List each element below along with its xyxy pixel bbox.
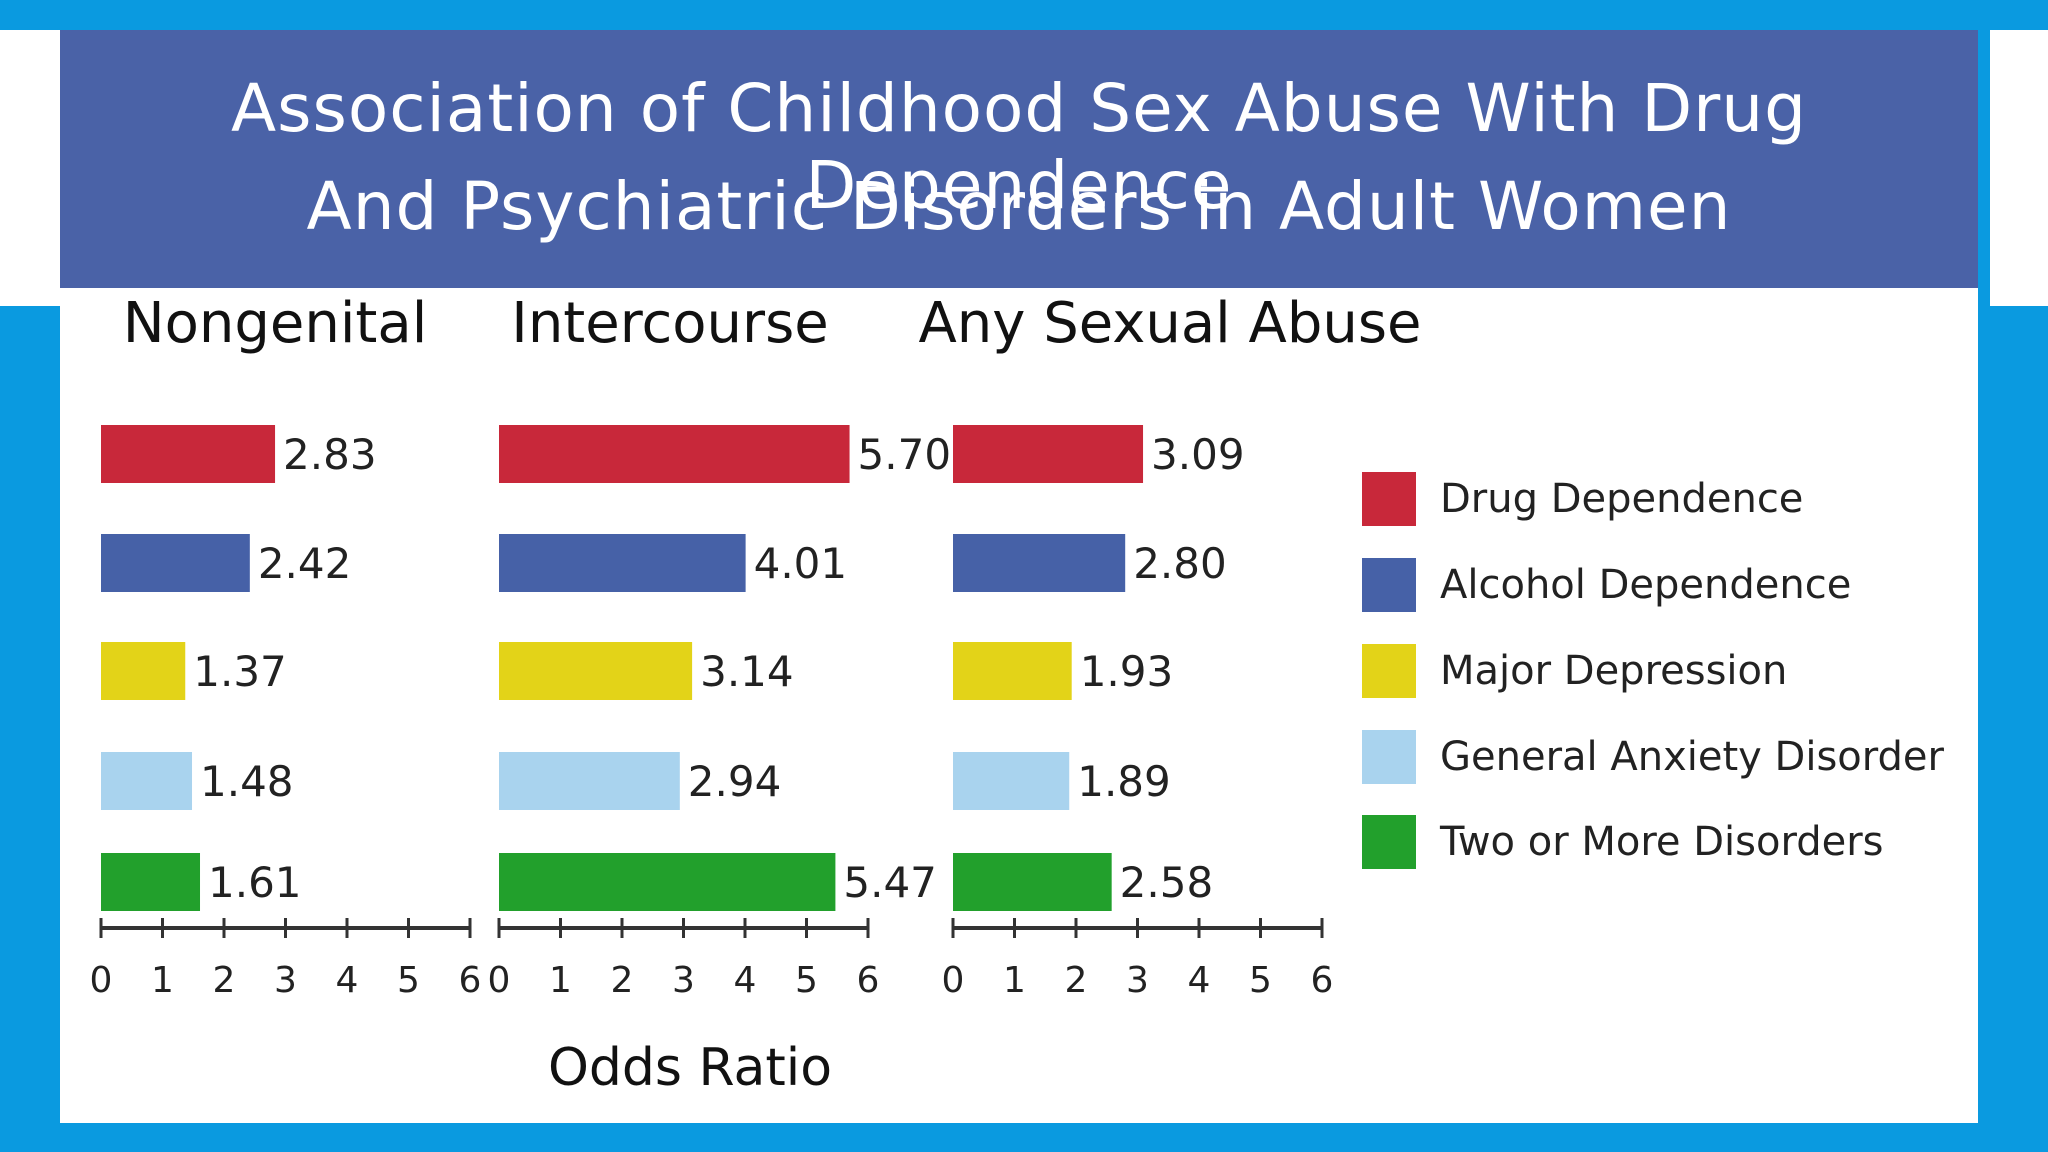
data-label-nongenital-drug-dependence: 2.83 bbox=[283, 430, 377, 479]
legend-label-drug-dependence: Drug Dependence bbox=[1440, 476, 1803, 522]
legend-label-two-or-more-disorders: Two or More Disorders bbox=[1439, 819, 1883, 865]
x-tick-label-any-sexual-abuse-1: 1 bbox=[1003, 960, 1026, 1001]
x-tick-label-any-sexual-abuse-3: 3 bbox=[1126, 960, 1149, 1001]
x-tick-label-nongenital-2: 2 bbox=[213, 960, 236, 1001]
bar-any-sexual-abuse-general-anxiety-disorder bbox=[953, 752, 1070, 810]
left-white-band bbox=[0, 30, 60, 306]
data-label-any-sexual-abuse-alcohol-dependence: 2.80 bbox=[1133, 539, 1227, 588]
bar-any-sexual-abuse-drug-dependence bbox=[953, 425, 1144, 483]
bar-any-sexual-abuse-alcohol-dependence bbox=[953, 534, 1126, 592]
x-tick-label-any-sexual-abuse-0: 0 bbox=[942, 960, 965, 1001]
right-white-band bbox=[1990, 30, 2048, 306]
x-tick-label-intercourse-3: 3 bbox=[672, 960, 695, 1001]
x-tick-label-intercourse-4: 4 bbox=[734, 960, 757, 1001]
bar-intercourse-major-depression bbox=[499, 642, 693, 700]
legend-swatch-two-or-more-disorders bbox=[1362, 815, 1416, 869]
bar-intercourse-alcohol-dependence bbox=[499, 534, 746, 592]
data-label-nongenital-two-or-more-disorders: 1.61 bbox=[208, 858, 302, 907]
bar-nongenital-major-depression bbox=[101, 642, 186, 700]
chart-title-line-1: Association of Childhood Sex Abuse With … bbox=[230, 70, 1808, 224]
data-label-any-sexual-abuse-general-anxiety-disorder: 1.89 bbox=[1077, 757, 1171, 806]
chart-title-line-2: And Psychiatric Disorders in Adult Women bbox=[306, 168, 1732, 245]
panel-title-intercourse: Intercourse bbox=[511, 291, 828, 356]
bar-any-sexual-abuse-major-depression bbox=[953, 642, 1072, 700]
legend-label-general-anxiety-disorder: General Anxiety Disorder bbox=[1440, 734, 1945, 780]
x-tick-label-nongenital-1: 1 bbox=[151, 960, 174, 1001]
bar-nongenital-two-or-more-disorders bbox=[101, 853, 201, 911]
bar-any-sexual-abuse-two-or-more-disorders bbox=[953, 853, 1112, 911]
chart-frame: Association of Childhood Sex Abuse With … bbox=[60, 30, 1978, 1123]
data-label-intercourse-alcohol-dependence: 4.01 bbox=[754, 539, 848, 588]
x-tick-label-nongenital-3: 3 bbox=[274, 960, 297, 1001]
data-label-nongenital-major-depression: 1.37 bbox=[193, 647, 287, 696]
x-tick-label-any-sexual-abuse-2: 2 bbox=[1065, 960, 1088, 1001]
legend-label-alcohol-dependence: Alcohol Dependence bbox=[1440, 562, 1851, 608]
x-tick-label-nongenital-4: 4 bbox=[336, 960, 359, 1001]
bar-nongenital-alcohol-dependence bbox=[101, 534, 250, 592]
x-tick-label-any-sexual-abuse-6: 6 bbox=[1311, 960, 1334, 1001]
data-label-intercourse-general-anxiety-disorder: 2.94 bbox=[688, 757, 782, 806]
bar-nongenital-drug-dependence bbox=[101, 425, 276, 483]
bar-intercourse-two-or-more-disorders bbox=[499, 853, 836, 911]
data-label-intercourse-two-or-more-disorders: 5.47 bbox=[843, 858, 937, 907]
data-label-nongenital-general-anxiety-disorder: 1.48 bbox=[200, 757, 294, 806]
x-tick-label-intercourse-6: 6 bbox=[857, 960, 880, 1001]
x-axis-title: Odds Ratio bbox=[548, 1038, 832, 1098]
x-tick-label-any-sexual-abuse-4: 4 bbox=[1188, 960, 1211, 1001]
bar-nongenital-general-anxiety-disorder bbox=[101, 752, 193, 810]
legend-label-major-depression: Major Depression bbox=[1440, 648, 1787, 694]
x-tick-label-nongenital-6: 6 bbox=[459, 960, 482, 1001]
x-tick-label-intercourse-2: 2 bbox=[611, 960, 634, 1001]
x-tick-label-intercourse-0: 0 bbox=[488, 960, 511, 1001]
legend-swatch-major-depression bbox=[1362, 644, 1416, 698]
panel-title-nongenital: Nongenital bbox=[123, 291, 428, 356]
x-tick-label-any-sexual-abuse-5: 5 bbox=[1249, 960, 1272, 1001]
title-banner: Association of Childhood Sex Abuse With … bbox=[60, 30, 1978, 288]
data-label-any-sexual-abuse-drug-dependence: 3.09 bbox=[1151, 430, 1245, 479]
x-tick-label-nongenital-5: 5 bbox=[397, 960, 420, 1001]
data-label-any-sexual-abuse-two-or-more-disorders: 2.58 bbox=[1120, 858, 1214, 907]
data-label-any-sexual-abuse-major-depression: 1.93 bbox=[1080, 647, 1174, 696]
bar-intercourse-drug-dependence bbox=[499, 425, 850, 483]
x-tick-label-intercourse-5: 5 bbox=[795, 960, 818, 1001]
panel-title-any-sexual-abuse: Any Sexual Abuse bbox=[918, 291, 1421, 356]
legend-swatch-drug-dependence bbox=[1362, 472, 1416, 526]
x-tick-label-nongenital-0: 0 bbox=[90, 960, 113, 1001]
legend-swatch-general-anxiety-disorder bbox=[1362, 730, 1416, 784]
bar-intercourse-general-anxiety-disorder bbox=[499, 752, 680, 810]
data-label-intercourse-major-depression: 3.14 bbox=[700, 647, 794, 696]
legend-swatch-alcohol-dependence bbox=[1362, 558, 1416, 612]
x-tick-label-intercourse-1: 1 bbox=[549, 960, 572, 1001]
data-label-nongenital-alcohol-dependence: 2.42 bbox=[258, 539, 352, 588]
data-label-intercourse-drug-dependence: 5.70 bbox=[858, 430, 952, 479]
